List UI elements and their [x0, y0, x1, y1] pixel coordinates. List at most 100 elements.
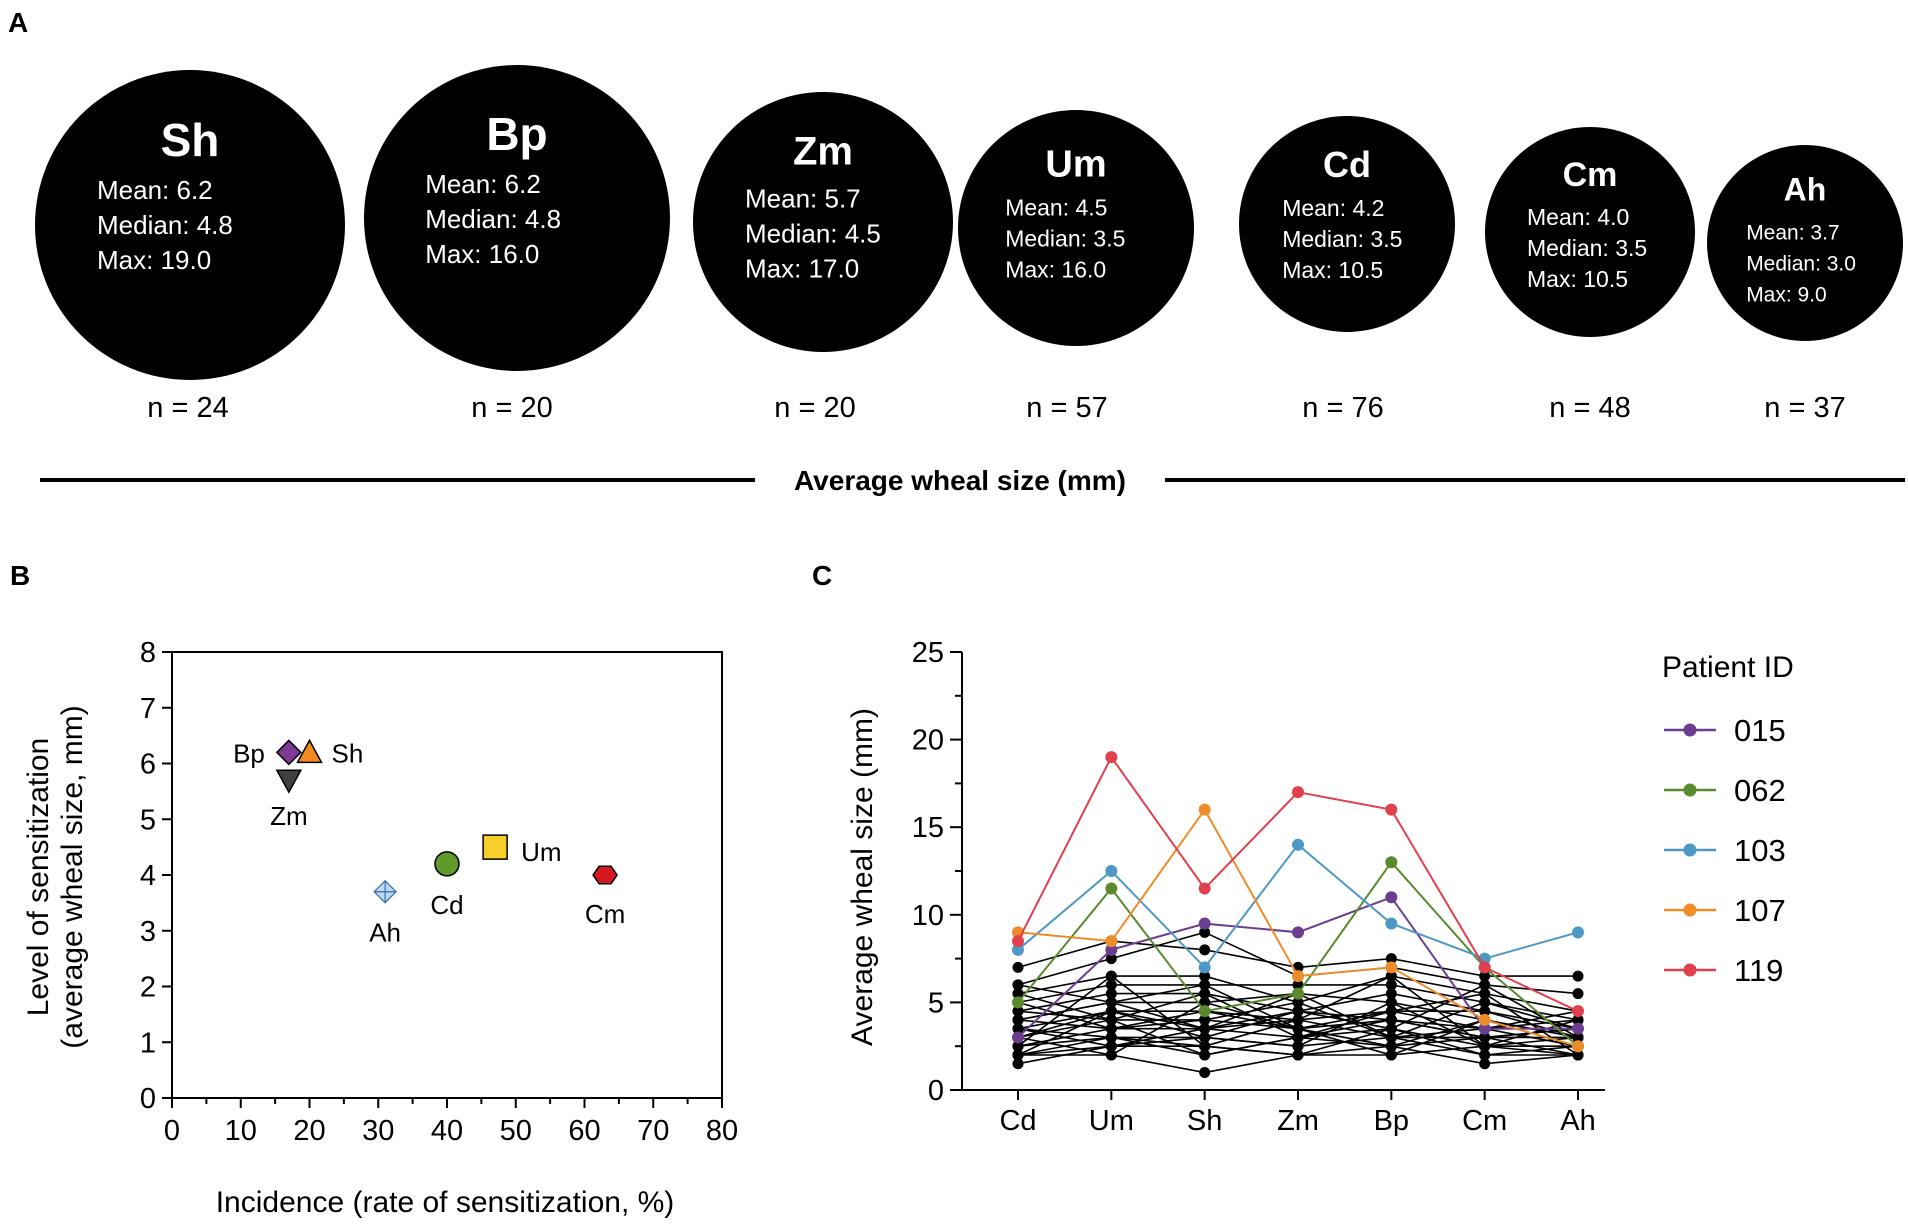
patient-point-other — [1199, 988, 1211, 1000]
bubble-mean: Mean: 6.2 — [97, 175, 213, 205]
patient-point-015 — [1198, 917, 1211, 930]
patient-point-other — [1292, 1014, 1304, 1026]
legend-swatch-point — [1683, 783, 1697, 797]
patient-point-103 — [1012, 943, 1024, 956]
patient-point-other — [1385, 1049, 1397, 1061]
patient-point-other — [1292, 1023, 1304, 1035]
patient-point-other — [1105, 1014, 1117, 1026]
bubble-median: Median: 4.8 — [425, 204, 561, 234]
point-label: Cm — [585, 899, 625, 929]
patient-point-103 — [1105, 865, 1118, 877]
patient-point-other — [1292, 1005, 1304, 1017]
x-tick-label: Bp — [1374, 1105, 1409, 1137]
bubble-n-label: n = 24 — [147, 392, 228, 424]
patient-point-other — [1385, 970, 1397, 982]
bubble-n-label: n = 57 — [1026, 392, 1107, 424]
bubble-title: Um — [1045, 143, 1106, 185]
x-tick-label: Zm — [1277, 1105, 1319, 1137]
bubble-median: Median: 3.5 — [1282, 226, 1402, 252]
patient-point-other — [1385, 1014, 1397, 1026]
y-tick-label: 6 — [140, 749, 156, 781]
x-tick-label: 10 — [225, 1115, 257, 1147]
y-tick-label: 8 — [140, 637, 156, 669]
bubble-n-label: n = 20 — [471, 392, 552, 424]
patient-point-other — [1199, 1040, 1211, 1052]
patient-point-other — [1385, 1040, 1397, 1052]
patient-point-other — [1199, 970, 1211, 982]
patient-point-107 — [1198, 803, 1211, 816]
bubble-sh — [35, 70, 345, 380]
panel-label-c: C — [812, 560, 832, 591]
patient-point-other — [1572, 1049, 1584, 1061]
patient-point-107 — [1572, 1040, 1584, 1053]
panel-c-legend: 015 062 103 107 119 — [1664, 713, 1786, 988]
patient-point-062 — [1385, 856, 1398, 869]
panel-c-lines: 0 5 10 15 20 25 Cd Um Sh Zm Bp Cm Ah — [912, 637, 1605, 1137]
x-tick-label: 30 — [362, 1115, 394, 1147]
y-tick-label: 2 — [140, 972, 156, 1004]
y-tick-label: 0 — [928, 1075, 944, 1107]
bubble-mean: Mean: 3.7 — [1746, 221, 1839, 244]
patient-point-other — [1199, 1066, 1211, 1078]
x-tick-label: 80 — [706, 1115, 738, 1147]
patient-point-other — [1012, 1023, 1024, 1035]
patient-point-other — [1572, 1031, 1584, 1043]
point-um — [482, 834, 508, 860]
bubble-mean: Mean: 4.5 — [1005, 194, 1107, 220]
panel-a-axis-label: Average wheal size (mm) — [794, 465, 1126, 496]
patient-point-other — [1199, 1023, 1211, 1035]
x-tick-label: 40 — [431, 1115, 463, 1147]
panel-label-b: B — [10, 560, 30, 591]
bubble-ah — [1707, 145, 1903, 341]
point-label: Cd — [430, 890, 463, 920]
bubble-bp — [364, 65, 670, 371]
legend-label-103: 103 — [1734, 833, 1786, 868]
point-cm — [592, 865, 619, 885]
patient-point-other — [1105, 953, 1117, 965]
bubble-title: Ah — [1784, 171, 1827, 207]
patient-point-other — [1479, 996, 1491, 1008]
patient-point-119 — [1105, 751, 1118, 764]
patient-point-other — [1105, 1023, 1117, 1035]
patient-point-other — [1479, 970, 1491, 982]
y-tick-label: 5 — [928, 987, 944, 1019]
patient-point-107 — [1478, 1013, 1491, 1026]
y-tick-label: 3 — [140, 916, 156, 948]
patient-point-062 — [1105, 882, 1118, 895]
patient-point-other — [1105, 1031, 1117, 1043]
x-tick-label: 50 — [500, 1115, 532, 1147]
legend-title: Patient ID — [1662, 651, 1794, 684]
x-tick-label: Sh — [1187, 1105, 1222, 1137]
patient-point-other — [1479, 1049, 1491, 1061]
patient-point-other — [1199, 926, 1211, 938]
bubble-title: Cd — [1323, 144, 1371, 185]
panel-label-a: A — [8, 7, 28, 38]
patient-point-other — [1572, 988, 1584, 1000]
panel-b-scatter: 0 10 20 30 40 50 60 70 80 0 1 2 3 4 5 6 7 8 Bp Sh Zm Um Cd Cm Ah — [140, 637, 738, 1147]
patient-point-119 — [1572, 1005, 1584, 1018]
bubble-max: Max: 10.5 — [1527, 266, 1628, 292]
patient-point-other — [1199, 1031, 1211, 1043]
patient-point-other — [1105, 1040, 1117, 1052]
panel-b-ylabel-line2: (average wheal size, mm) — [56, 705, 89, 1048]
patient-point-062 — [1012, 996, 1024, 1009]
patient-point-other — [1199, 1049, 1211, 1061]
bubble-title: Cm — [1563, 156, 1618, 194]
patient-point-107 — [1385, 961, 1398, 974]
patient-point-other — [1479, 988, 1491, 1000]
y-tick-label: 4 — [140, 860, 156, 892]
patient-point-other — [1012, 961, 1024, 973]
bubble-title: Zm — [793, 130, 853, 174]
patient-point-other — [1105, 1005, 1117, 1017]
bubble-median: Median: 4.5 — [745, 219, 881, 249]
bubble-mean: Mean: 4.2 — [1282, 195, 1384, 221]
y-tick-label: 20 — [912, 725, 944, 757]
bubble-title: Sh — [161, 114, 220, 166]
bubble-mean: Mean: 5.7 — [745, 184, 861, 214]
patient-point-119 — [1198, 882, 1211, 895]
patient-point-other — [1105, 979, 1117, 991]
patient-point-other — [1199, 979, 1211, 991]
patient-point-119 — [1478, 961, 1491, 974]
bubble-median: Median: 3.5 — [1005, 225, 1125, 251]
